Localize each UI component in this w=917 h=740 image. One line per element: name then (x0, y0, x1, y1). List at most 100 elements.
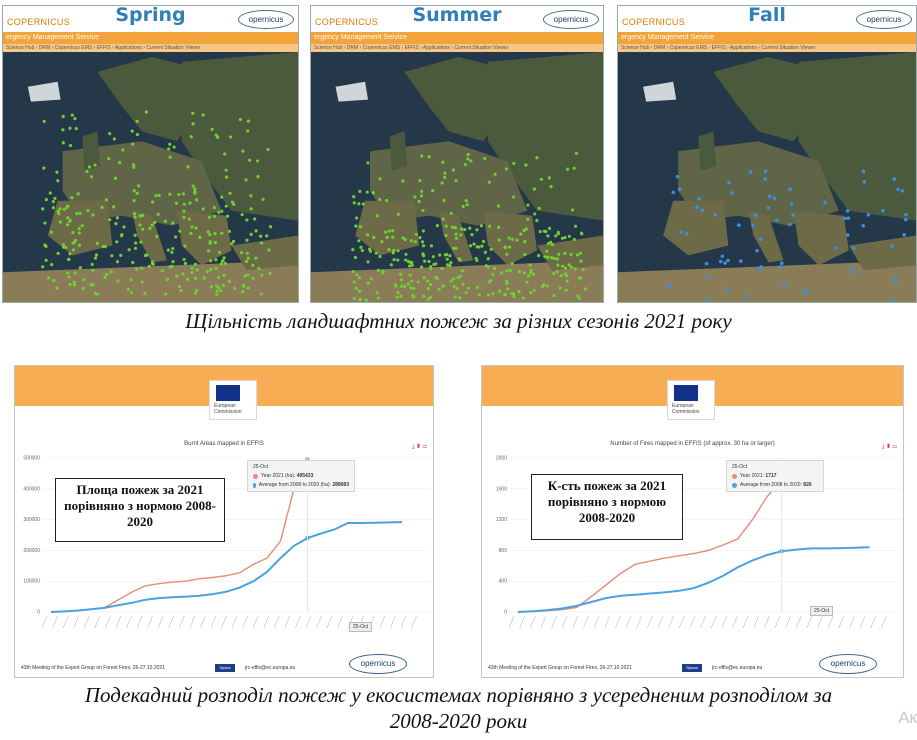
x-tick-label (379, 615, 386, 629)
fire-dot (843, 216, 847, 221)
fire-dot (358, 289, 362, 293)
fire-dot (74, 127, 78, 131)
fire-dot (571, 208, 575, 212)
x-tick-label (689, 615, 696, 629)
turkey-shape (848, 235, 916, 271)
fire-dot (463, 163, 467, 167)
fire-dot (464, 290, 468, 295)
fire-dot (131, 260, 135, 265)
iberia-shape (663, 200, 729, 256)
fire-dot (448, 254, 452, 258)
fire-dot (556, 263, 560, 267)
fire-dot (487, 280, 491, 284)
x-tick-label (210, 615, 217, 629)
fire-dot (546, 234, 550, 238)
x-tick-label (551, 615, 557, 629)
fire-dot (360, 248, 364, 253)
fire-dot (231, 239, 236, 243)
fire-dot (130, 142, 135, 146)
fire-dot (418, 236, 422, 240)
fire-dot (245, 238, 249, 242)
fire-dot (487, 180, 492, 184)
fire-dot (440, 266, 444, 271)
fire-dot (189, 231, 193, 236)
fire-dot (431, 189, 435, 193)
fire-dot (49, 230, 54, 234)
fire-dot (215, 292, 219, 297)
fire-dot (193, 262, 197, 266)
fire-dot (413, 195, 417, 199)
fire-dot (147, 264, 151, 268)
caption-seasonal-density: Щільність ландшафтних пожеж за різних се… (185, 309, 732, 333)
fire-dot (443, 171, 447, 175)
fire-dot (87, 165, 92, 169)
x-tick-label (796, 615, 802, 629)
fire-dot (466, 286, 471, 290)
fire-dot (241, 290, 245, 294)
service-bar: ergency Management Service (3, 32, 298, 44)
fire-dot (387, 229, 391, 233)
fire-dot (214, 266, 218, 271)
uk-shape (389, 131, 408, 172)
fire-dot (468, 244, 473, 248)
fire-dot (182, 209, 186, 213)
fire-dot (209, 285, 213, 289)
fire-dot (76, 192, 80, 196)
fire-dot (572, 166, 576, 170)
fire-dot (70, 196, 74, 200)
fire-dot (460, 227, 464, 231)
fire-dot (387, 248, 391, 252)
fire-dot (138, 223, 142, 227)
fire-dot (406, 259, 411, 264)
download-icon[interactable]: ⤓ ▮ ▭ (411, 444, 427, 450)
fire-dot (249, 207, 253, 211)
fire-dot (429, 244, 434, 248)
tooltip-row-2021: Year 2021: 1717 (732, 473, 818, 479)
tooltip-value: 826 (803, 482, 812, 488)
fire-dot (172, 145, 176, 149)
breadcrumb: Science Hub › DRM › Copernicus EMS › EFF… (3, 44, 298, 52)
fire-dot (845, 209, 850, 213)
fire-dot (861, 224, 866, 228)
copernicus-logo: opernicus (819, 654, 877, 674)
copernicus-logo: opernicus (238, 10, 294, 29)
x-tick-label (168, 615, 174, 629)
map-canvas[interactable] (3, 52, 298, 302)
balkans-shape (793, 210, 849, 266)
fire-dot (183, 261, 188, 265)
fire-dot (112, 137, 116, 141)
fire-dot (504, 167, 508, 171)
fire-dot (496, 204, 501, 208)
fire-dot (181, 192, 186, 196)
fire-dot (512, 161, 516, 165)
tooltip-row-average: Average from 2008 to 2020 (ha): 289083 (253, 482, 349, 488)
fire-dot (579, 231, 584, 235)
fire-dot (166, 248, 170, 252)
fire-dot (547, 226, 552, 230)
x-tick-label (400, 615, 407, 629)
fire-dot (62, 245, 66, 249)
fire-dot (552, 271, 556, 276)
fire-dot (119, 253, 123, 257)
italy-shape (438, 210, 474, 263)
fire-dot (410, 279, 414, 283)
fire-dot (93, 291, 97, 295)
fire-dot (666, 284, 671, 289)
y-tick-label: 1200 (496, 517, 507, 523)
fire-dot (697, 196, 701, 201)
fire-dot (679, 230, 683, 235)
fire-dot (81, 287, 85, 291)
fire-dot (267, 248, 271, 252)
map-canvas[interactable] (618, 52, 916, 302)
map-panel-spring: COPERNICUS Spring opernicus ergency Mana… (2, 5, 299, 303)
fire-dot (449, 279, 453, 283)
map-canvas[interactable] (311, 52, 603, 302)
x-tick-label (849, 615, 855, 629)
x-tick-label (668, 615, 674, 629)
download-icon[interactable]: ⤓ ▮ ▭ (881, 444, 897, 450)
fire-dot (145, 253, 149, 257)
fire-dot (581, 268, 585, 272)
fire-dot (444, 233, 448, 238)
fire-dot (780, 261, 784, 266)
fire-dot (108, 218, 112, 222)
